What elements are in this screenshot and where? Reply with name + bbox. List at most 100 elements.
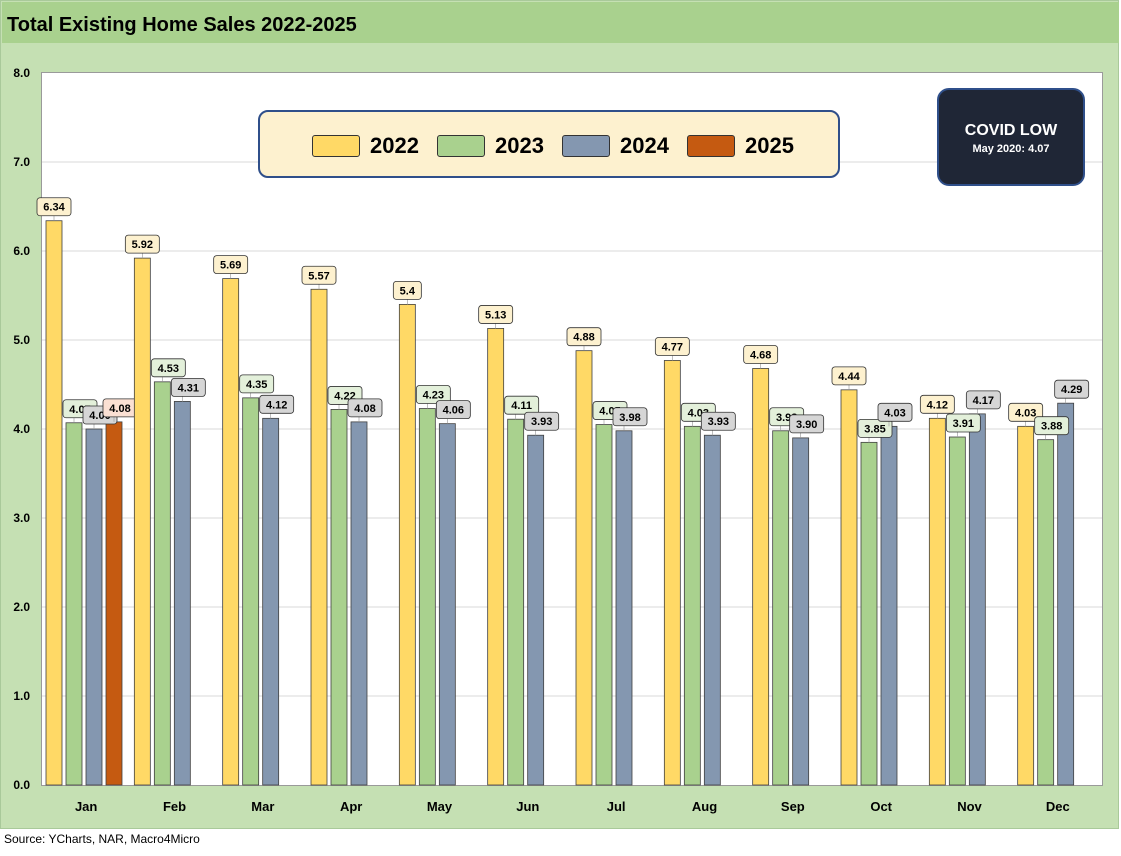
- data-label-2022-apr: 5.57: [308, 270, 329, 282]
- bar-2023-sep: [772, 430, 790, 786]
- data-label-box-2023: [857, 418, 893, 438]
- bar-2022-apr: [310, 288, 328, 786]
- data-label-2024-jul: 3.98: [619, 412, 640, 424]
- data-label-box-2024: [259, 394, 295, 414]
- bar-2024-mar: [262, 417, 280, 786]
- bar-2022-sep: [752, 368, 770, 786]
- legend-swatch-2024: [562, 135, 610, 157]
- bar-2022-mar: [222, 278, 240, 786]
- data-label-2024-dec: 4.29: [1061, 384, 1082, 396]
- y-tick-label: 0.0: [13, 778, 30, 792]
- x-tick-label: Oct: [870, 799, 892, 814]
- legend-item-2022: 2022: [312, 133, 419, 158]
- data-label-2023-dec: 3.88: [1041, 421, 1062, 433]
- source-note: Source: YCharts, NAR, Macro4Micro: [4, 832, 200, 846]
- x-tick-label: Feb: [163, 799, 186, 814]
- data-label-2023-jun: 4.11: [511, 400, 532, 412]
- data-label-box-2022: [478, 305, 514, 324]
- bar-2024-nov: [968, 413, 986, 786]
- x-tick-label: Jul: [607, 799, 626, 814]
- bar-2023-mar: [242, 397, 260, 786]
- data-label-2023-may: 4.23: [423, 390, 444, 402]
- data-label-2024-apr: 4.08: [354, 403, 375, 415]
- x-tick-label: May: [427, 799, 453, 814]
- covid-callout-title: COVID LOW: [964, 122, 1058, 139]
- data-label-box-2024: [170, 378, 206, 397]
- data-label-2022-nov: 4.12: [927, 399, 948, 411]
- chart-title: Total Existing Home Sales 2022-2025: [7, 14, 357, 36]
- bar-2024-sep: [792, 437, 810, 786]
- legend: 2022 2023 2024 2025: [258, 110, 840, 178]
- bar-2022-feb: [133, 257, 151, 786]
- x-tick-label: Nov: [957, 799, 982, 814]
- bar-2024-aug: [703, 434, 721, 786]
- data-label-box-2023: [1034, 416, 1070, 436]
- bar-2023-jan: [65, 422, 83, 786]
- bar-2023-aug: [683, 425, 701, 786]
- data-label-box-2022: [124, 234, 160, 254]
- data-label-2022-dec: 4.03: [1015, 407, 1036, 419]
- bar-2023-oct: [860, 441, 878, 786]
- data-label-box-2022: [1008, 402, 1044, 422]
- y-tick-label: 4.0: [13, 422, 30, 436]
- data-label-box-2022: [566, 327, 602, 347]
- y-tick-label: 1.0: [13, 689, 30, 703]
- data-label-2023-feb: 4.53: [158, 363, 179, 375]
- bar-2023-feb: [153, 381, 171, 786]
- bar-2022-dec: [1017, 425, 1035, 786]
- legend-label-2024: 2024: [620, 133, 669, 158]
- legend-item-2023: 2023: [437, 133, 544, 158]
- data-label-2024-jun: 3.93: [531, 416, 552, 428]
- data-label-box-2022: [654, 337, 690, 356]
- legend-label-2025: 2025: [745, 133, 794, 158]
- legend-item-2025: 2025: [687, 133, 794, 158]
- bar-2024-apr: [350, 421, 368, 786]
- data-label-2024-may: 4.06: [443, 405, 464, 417]
- y-tick-label: 6.0: [13, 244, 30, 258]
- data-label-box-2022: [831, 366, 867, 386]
- legend-label-2023: 2023: [495, 133, 544, 158]
- bar-2024-may: [438, 423, 456, 786]
- data-label-2022-oct: 4.44: [838, 371, 860, 383]
- x-tick-label: Apr: [340, 799, 362, 814]
- data-label-2022-mar: 5.69: [220, 260, 241, 272]
- y-tick-label: 5.0: [13, 333, 30, 347]
- data-label-2023-nov: 3.91: [953, 418, 974, 430]
- data-label-box-2022: [743, 345, 779, 364]
- bar-2023-may: [418, 408, 436, 786]
- data-label-2024-feb: 4.31: [178, 382, 199, 394]
- data-label-2022-aug: 4.77: [662, 341, 683, 353]
- data-label-box-2022: [919, 394, 955, 414]
- data-label-2022-jul: 4.88: [573, 332, 594, 344]
- data-label-box-2023: [945, 413, 981, 433]
- bar-2024-oct: [880, 425, 898, 786]
- data-label-2022-jan: 6.34: [43, 202, 65, 214]
- data-label-box-2023: [415, 385, 451, 404]
- data-label-box-2023: [239, 374, 275, 394]
- data-label-2022-feb: 5.92: [132, 239, 153, 251]
- data-label-box-2024: [789, 414, 825, 434]
- legend-label-2022: 2022: [370, 133, 419, 158]
- bar-2022-nov: [928, 417, 946, 786]
- bar-2024-dec: [1057, 402, 1075, 786]
- bar-2023-apr: [330, 409, 348, 786]
- bar-2022-jan: [45, 220, 63, 786]
- x-tick-label: Dec: [1046, 799, 1070, 814]
- data-label-2024-sep: 3.90: [796, 419, 817, 431]
- title-bar: Total Existing Home Sales 2022-2025: [2, 2, 1119, 43]
- data-label-2022-jun: 5.13: [485, 309, 506, 321]
- data-label-box-2023: [504, 395, 540, 415]
- legend-item-2024: 2024: [562, 133, 669, 158]
- x-tick-label: Sep: [781, 799, 805, 814]
- bar-2024-feb: [173, 401, 191, 786]
- x-tick-label: Jun: [516, 799, 539, 814]
- data-label-box-2022: [213, 255, 249, 274]
- bar-2023-nov: [948, 436, 966, 786]
- data-label-box-2024: [435, 400, 471, 420]
- data-label-2022-may: 5.4: [400, 285, 416, 297]
- data-label-box-2024: [524, 411, 560, 431]
- data-label-2023-mar: 4.35: [246, 379, 267, 391]
- bar-2023-jun: [507, 418, 525, 786]
- y-tick-label: 7.0: [13, 155, 30, 169]
